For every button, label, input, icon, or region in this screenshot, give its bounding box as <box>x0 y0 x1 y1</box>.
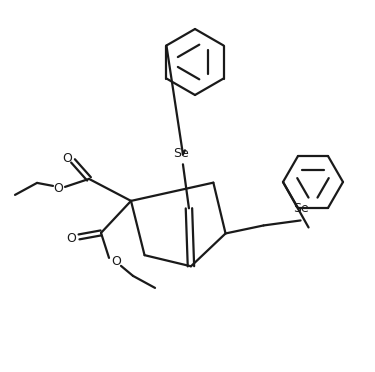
Text: O: O <box>66 232 76 246</box>
Text: O: O <box>62 153 72 166</box>
Text: Se: Se <box>292 202 308 215</box>
Text: O: O <box>111 256 121 269</box>
Text: Se: Se <box>173 147 189 160</box>
Text: O: O <box>53 182 63 195</box>
